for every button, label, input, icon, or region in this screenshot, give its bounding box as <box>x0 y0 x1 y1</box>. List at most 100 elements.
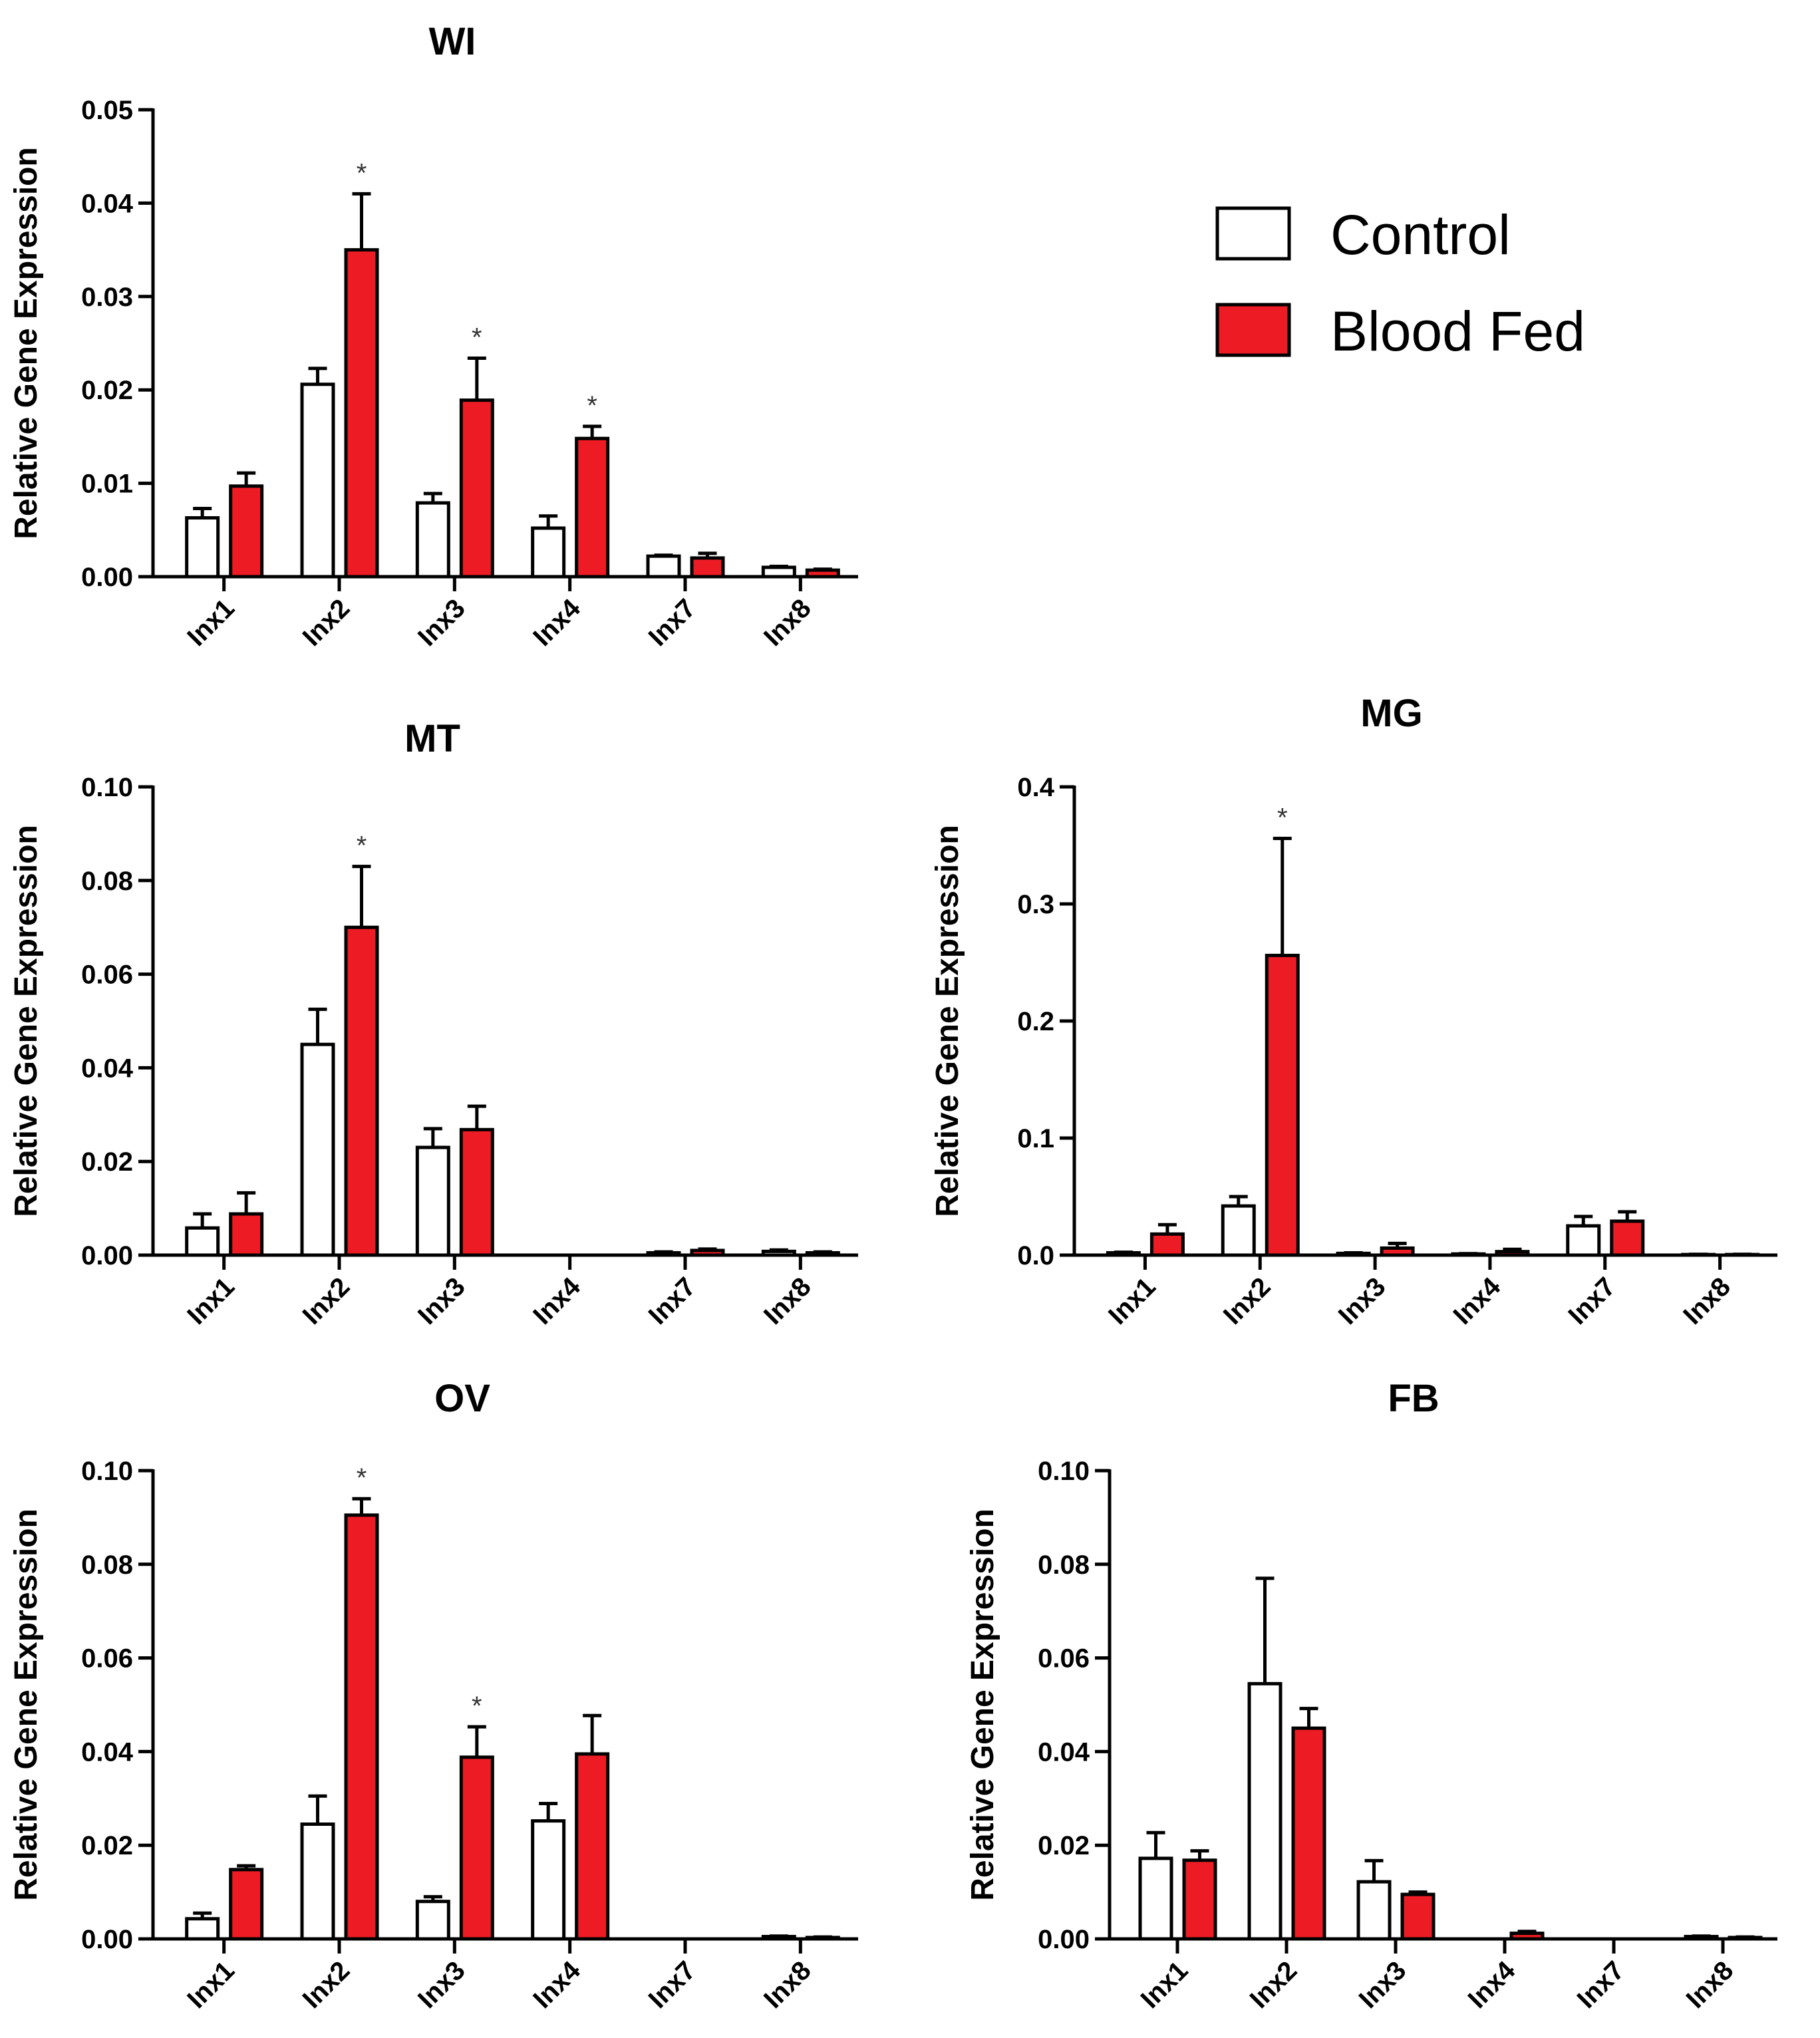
bar-control-inx2 <box>1221 1204 1256 1257</box>
x-tick-label: Inx2 <box>1218 1272 1277 1330</box>
x-tick-label: Inx4 <box>528 1272 586 1330</box>
bar-blood-fed-inx3 <box>1380 1246 1415 1257</box>
y-tick-label: 0.02 <box>81 1147 133 1177</box>
x-tick-label: Inx7 <box>1563 1272 1621 1330</box>
y-tick-label: 0.10 <box>81 773 133 802</box>
x-tick-label: Inx8 <box>1681 1956 1740 2014</box>
legend-swatch-blood-fed <box>1215 303 1291 357</box>
bar-blood-fed-inx1 <box>229 1212 264 1257</box>
significance-marker: * <box>472 323 482 352</box>
bar-control-inx3 <box>415 1900 450 1941</box>
bar-blood-fed-inx3 <box>459 1127 494 1257</box>
bar-control-inx1 <box>1138 1856 1173 1941</box>
x-tick-label: Inx7 <box>1572 1956 1630 2014</box>
y-tick-label: 0.02 <box>1038 1831 1090 1860</box>
bar-blood-fed-inx8 <box>1728 1936 1763 1941</box>
y-tick-label: 0.00 <box>1038 1925 1090 1954</box>
x-tick-label: Inx4 <box>528 593 586 652</box>
x-tick-label: Inx2 <box>297 1956 356 2014</box>
bar-control-inx7 <box>1566 1224 1601 1257</box>
bar-blood-fed-inx2 <box>344 248 379 579</box>
y-axis-label: Relative Gene Expression <box>930 825 965 1217</box>
y-tick-label: 0.04 <box>81 1054 134 1083</box>
bar-control-inx8 <box>761 1249 796 1257</box>
bar-blood-fed-inx4 <box>575 436 610 579</box>
y-tick-label: 0.00 <box>81 1925 133 1954</box>
x-tick-label: Inx1 <box>182 1956 240 2014</box>
y-tick-label: 0.01 <box>81 470 133 499</box>
bar-blood-fed-inx1 <box>229 484 264 579</box>
significance-marker: * <box>357 158 367 188</box>
chart-panel-ov: OV Relative Gene Expression 0.00 0.02 0.04 0.… <box>9 1377 858 2014</box>
x-tick-label: Inx7 <box>643 1272 702 1330</box>
y-tick-label: 0.04 <box>81 189 134 218</box>
chart-panel-mt: MT Relative Gene Expression 0.00 0.02 0.04 0.… <box>9 717 858 1330</box>
x-tick-label: Inx4 <box>528 1956 586 2014</box>
significance-marker: * <box>472 1691 482 1721</box>
bar-blood-fed-inx1 <box>1149 1232 1185 1257</box>
y-tick-label: 0.03 <box>81 283 133 312</box>
chart-title: WI <box>429 20 476 63</box>
bar-blood-fed-inx3 <box>1400 1892 1436 1941</box>
y-tick-label: 0.06 <box>81 960 133 990</box>
bar-control-inx7 <box>646 1250 681 1257</box>
bar-blood-fed-inx4 <box>1495 1250 1530 1257</box>
x-tick-label: Inx1 <box>182 1272 240 1330</box>
bar-control-inx8 <box>1684 1934 1719 1941</box>
y-tick-label: 0.06 <box>1038 1644 1090 1674</box>
y-tick-label: 0.02 <box>81 376 133 405</box>
y-tick-label: 0.02 <box>81 1831 133 1860</box>
x-tick-label: Inx4 <box>1463 1956 1521 2014</box>
y-axis-label: Relative Gene Expression <box>9 825 44 1217</box>
y-tick-label: 0.10 <box>81 1457 133 1486</box>
bar-control-inx3 <box>415 1145 450 1257</box>
bar-blood-fed-inx3 <box>459 398 494 579</box>
chart-panel-mg: MG Relative Gene Expression 0.0 0.1 0.2 0.3 0.… <box>930 692 1777 1330</box>
x-tick-label: Inx2 <box>297 593 356 652</box>
y-tick-label: 0.1 <box>1017 1124 1054 1153</box>
bar-control-inx2 <box>300 1822 335 1941</box>
x-tick-label: Inx8 <box>758 593 817 652</box>
x-tick-label: Inx3 <box>412 1272 471 1330</box>
bar-blood-fed-inx2 <box>1265 953 1300 1257</box>
chart-panel-wi: WI Relative Gene Expression 0.00 0.01 0.02 0.… <box>9 20 858 652</box>
significance-marker: * <box>357 831 367 861</box>
legend-label-blood-fed: Blood Fed <box>1330 300 1585 363</box>
y-tick-label: 0.08 <box>1038 1550 1090 1580</box>
y-tick-label: 0.10 <box>1038 1457 1090 1486</box>
bar-control-inx4 <box>1451 1252 1486 1257</box>
y-tick-label: 0.04 <box>81 1737 134 1767</box>
y-tick-label: 0.08 <box>81 867 133 896</box>
y-tick-label: 0.0 <box>1017 1241 1054 1270</box>
x-tick-label: Inx4 <box>1448 1272 1507 1330</box>
chart-title: FB <box>1388 1377 1439 1420</box>
bar-blood-fed-inx7 <box>1610 1219 1645 1257</box>
x-tick-label: Inx8 <box>758 1956 817 2014</box>
bar-blood-fed-inx3 <box>459 1755 494 1941</box>
bar-control-inx8 <box>761 1934 796 1941</box>
bar-control-inx4 <box>531 526 566 579</box>
bar-blood-fed-inx2 <box>1291 1726 1326 1941</box>
bar-blood-fed-inx1 <box>1182 1858 1217 1941</box>
bar-blood-fed-inx2 <box>344 1513 379 1941</box>
chart-title: MT <box>404 717 460 760</box>
bar-control-inx4 <box>531 1819 566 1941</box>
bar-control-inx8 <box>1681 1252 1716 1257</box>
chart-panel-fb: FB Relative Gene Expression 0.00 0.02 0.04 0.… <box>965 1377 1777 2014</box>
x-tick-label: Inx3 <box>1333 1272 1392 1330</box>
bar-blood-fed-inx8 <box>805 568 840 579</box>
x-tick-label: Inx3 <box>1354 1956 1412 2014</box>
bar-control-inx3 <box>415 501 450 579</box>
bar-blood-fed-inx1 <box>229 1868 264 1941</box>
y-tick-label: 0.05 <box>81 96 133 125</box>
bar-control-inx8 <box>761 565 796 579</box>
bar-blood-fed-inx4 <box>1509 1932 1545 1941</box>
y-tick-label: 0.08 <box>81 1550 133 1580</box>
x-tick-label: Inx1 <box>1136 1956 1194 2014</box>
bar-control-inx1 <box>185 1917 220 1941</box>
y-axis-label: Relative Gene Expression <box>9 1509 44 1901</box>
bar-control-inx3 <box>1356 1880 1392 1941</box>
significance-marker: * <box>1277 803 1288 832</box>
bar-control-inx1 <box>185 516 220 579</box>
bar-blood-fed-inx8 <box>1725 1252 1760 1257</box>
